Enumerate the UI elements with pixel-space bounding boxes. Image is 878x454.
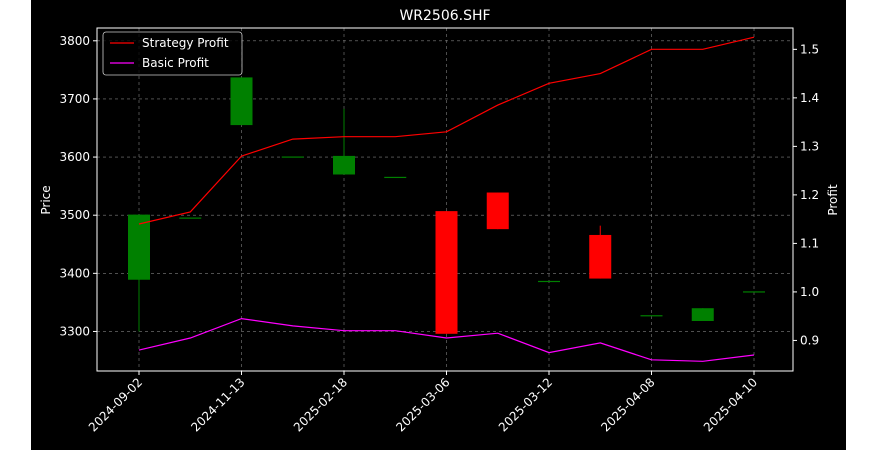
chart-svg: WR2506.SHF 3300 3400 3500 3600 3700 3800 0.9 1… <box>39 8 840 434</box>
candle-body <box>384 176 407 179</box>
y-axis-left-label: Price <box>39 185 53 214</box>
y-left-tick-label: 3600 <box>59 150 90 164</box>
legend: Strategy Profit Basic Profit <box>102 31 243 76</box>
candle-body <box>333 155 355 175</box>
candle-body <box>435 211 458 334</box>
y-axis-right-label: Profit <box>826 184 840 216</box>
y-right-tick-label: 1.5 <box>800 42 819 56</box>
candle-body <box>589 234 612 279</box>
y-right-tick-label: 1.3 <box>800 139 819 153</box>
x-tick-label: 2024-11-13 <box>188 375 247 434</box>
candle-body <box>230 77 253 126</box>
profit-lines-layer <box>138 36 755 362</box>
y-right-tick-label: 1.1 <box>800 236 819 250</box>
y-axis-left: 3300 3400 3500 3600 3700 3800 <box>59 34 97 338</box>
chart-canvas: WR2506.SHF 3300 3400 3500 3600 3700 3800 0.9 1… <box>31 0 846 450</box>
y-left-tick-label: 3400 <box>59 266 90 280</box>
x-tick-label: 2025-04-10 <box>701 375 760 434</box>
y-right-tick-label: 0.9 <box>800 333 819 347</box>
candle-body <box>640 315 663 317</box>
y-left-tick-label: 3800 <box>59 34 90 48</box>
candle-body <box>486 192 509 230</box>
legend-box <box>102 31 243 76</box>
y-right-tick-label: 1.2 <box>800 188 819 202</box>
x-tick-label: 2025-02-18 <box>291 375 350 434</box>
chart-title: WR2506.SHF <box>399 8 490 24</box>
candle-body <box>691 308 714 322</box>
candle-layer <box>128 77 765 334</box>
y-right-tick-label: 1.4 <box>800 91 819 105</box>
x-tick-label: 2025-03-06 <box>393 375 452 434</box>
x-tick-label: 2025-03-12 <box>496 375 555 434</box>
candle-body <box>743 291 765 293</box>
basic-profit-line <box>138 317 755 362</box>
legend-label-basic: Basic Profit <box>142 56 209 70</box>
candle-body <box>538 280 560 283</box>
x-tick-label: 2024-09-02 <box>86 375 145 434</box>
x-axis: 2024-09-02 2024-11-13 2025-02-18 2025-03-06… <box>86 371 760 434</box>
x-tick-label: 2025-04-08 <box>598 375 657 434</box>
y-right-tick-label: 1.0 <box>800 285 819 299</box>
candle-body <box>179 217 202 219</box>
y-left-tick-label: 3300 <box>59 324 90 338</box>
candle-body <box>128 214 150 280</box>
candle-body <box>281 156 304 158</box>
plot-frame <box>96 27 794 372</box>
y-left-tick-label: 3700 <box>59 92 90 106</box>
y-left-tick-label: 3500 <box>59 208 90 222</box>
strategy-profit-line <box>138 36 755 225</box>
legend-label-strategy: Strategy Profit <box>142 36 229 50</box>
y-axis-right: 0.9 1.0 1.1 1.2 1.3 1.4 1.5 <box>793 42 819 347</box>
